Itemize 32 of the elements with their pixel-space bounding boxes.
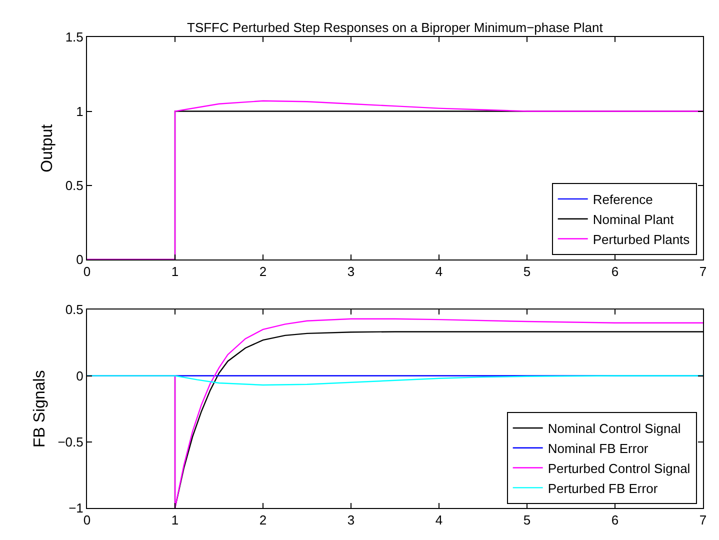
legend-label: Nominal Control Signal [548, 421, 681, 436]
x-tick-label: 5 [523, 512, 531, 528]
y-tick-label: −0.5 [58, 434, 84, 450]
legend-label: Nominal Plant [592, 212, 674, 227]
x-tick-label: 6 [611, 512, 619, 528]
x-tick-label: 1 [171, 264, 179, 280]
x-tick-label: 4 [435, 264, 443, 280]
chart-title: TSFFC Perturbed Step Responses on a Biproper Minimum−phase Plant [187, 20, 604, 35]
y-axis-title: Output [39, 124, 56, 172]
x-tick-label: 4 [435, 512, 443, 528]
legend-label: Reference [592, 192, 653, 208]
y-tick-label: 1 [76, 104, 84, 119]
y-tick-label: 0.5 [65, 178, 84, 193]
x-tick-label: 3 [347, 512, 355, 528]
y-tick-label: −1 [68, 500, 84, 516]
legend-label: Nominal FB Error [548, 440, 649, 456]
x-tick-label: 2 [259, 264, 267, 280]
y-tick-label: 0 [76, 252, 84, 267]
x-tick-label: 6 [611, 264, 619, 280]
x-tick-label: 2 [259, 512, 267, 528]
legend-label: Perturbed FB Error [548, 480, 658, 496]
x-tick-label: 5 [523, 264, 531, 280]
x-tick-label: 7 [699, 264, 707, 280]
legend-label: Perturbed Plants [592, 232, 690, 247]
x-tick-label: 1 [171, 512, 179, 528]
y-tick-label: 0 [76, 368, 84, 384]
y-axis-title: FB Signals [32, 370, 49, 448]
x-tick-label: 7 [699, 512, 707, 528]
x-tick-label: 3 [347, 264, 355, 280]
y-tick-label: 1.5 [65, 30, 84, 45]
legend-label: Perturbed Control Signal [548, 460, 690, 476]
y-tick-label: 0.5 [65, 302, 84, 318]
